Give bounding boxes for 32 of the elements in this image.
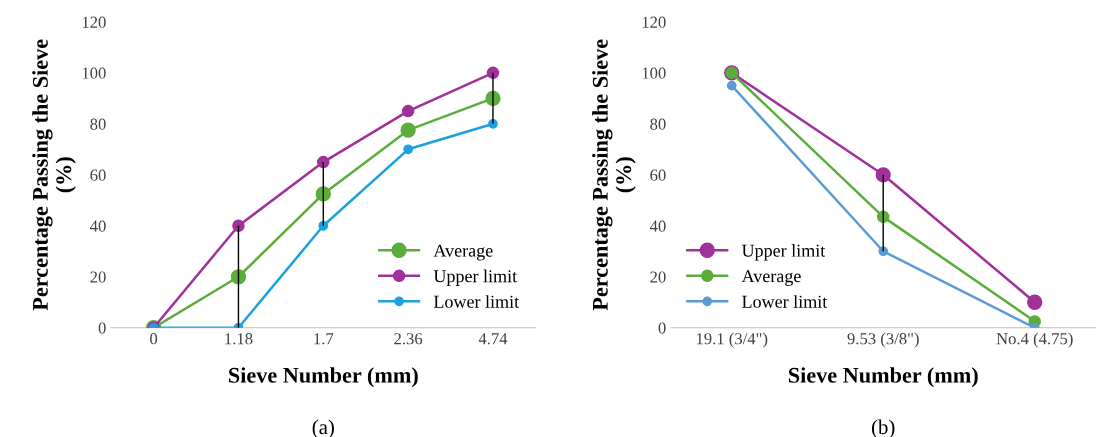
x-tick-label: 19.1 (3/4") (696, 332, 768, 348)
y-tick-label: 80 (90, 118, 106, 130)
x-tick-label: 1.18 (225, 333, 253, 345)
legend-label: Upper limit (433, 269, 518, 286)
x-tick-label: 4.74 (478, 333, 508, 345)
y-tick-label: 0 (658, 322, 666, 334)
x-tick-label: 1.7 (314, 333, 334, 345)
y-tick-label: 40 (90, 220, 106, 232)
legend-label: Lower limit (433, 295, 520, 308)
x-tick-label: 9.53 (3/8") (847, 332, 919, 348)
y-tick-label: 20 (650, 271, 666, 283)
x-tick-label: 2.36 (394, 333, 423, 345)
y-tick-label: 20 (90, 271, 106, 283)
legend-label: Lower limit (742, 295, 828, 308)
y-tick-label: 100 (82, 67, 106, 79)
y-axis-title: Percentage Passing the Sieve (%) (592, 39, 636, 311)
y-tick-label: 40 (649, 220, 666, 232)
x-tick-label: 0 (150, 333, 158, 345)
y-tick-label: 60 (90, 169, 106, 181)
y-tick-label: 60 (650, 169, 666, 181)
legend-label: Average (433, 244, 493, 261)
legend-label: Average (741, 270, 801, 286)
legend-label: Upper limit (741, 244, 826, 261)
y-tick-label: 120 (82, 16, 106, 28)
x-tick-label: No.4 (4.75) (996, 332, 1073, 348)
y-axis-title: Percentage Passing the Sieve (%) (32, 39, 76, 311)
x-axis-title: Sieve Number (mm) (788, 367, 978, 388)
y-tick-label: 120 (642, 16, 666, 28)
y-tick-label: 100 (642, 67, 666, 79)
x-axis-title: Sieve Number (mm) (229, 367, 418, 388)
y-tick-label: 0 (98, 322, 106, 334)
y-tick-label: 80 (650, 118, 666, 130)
